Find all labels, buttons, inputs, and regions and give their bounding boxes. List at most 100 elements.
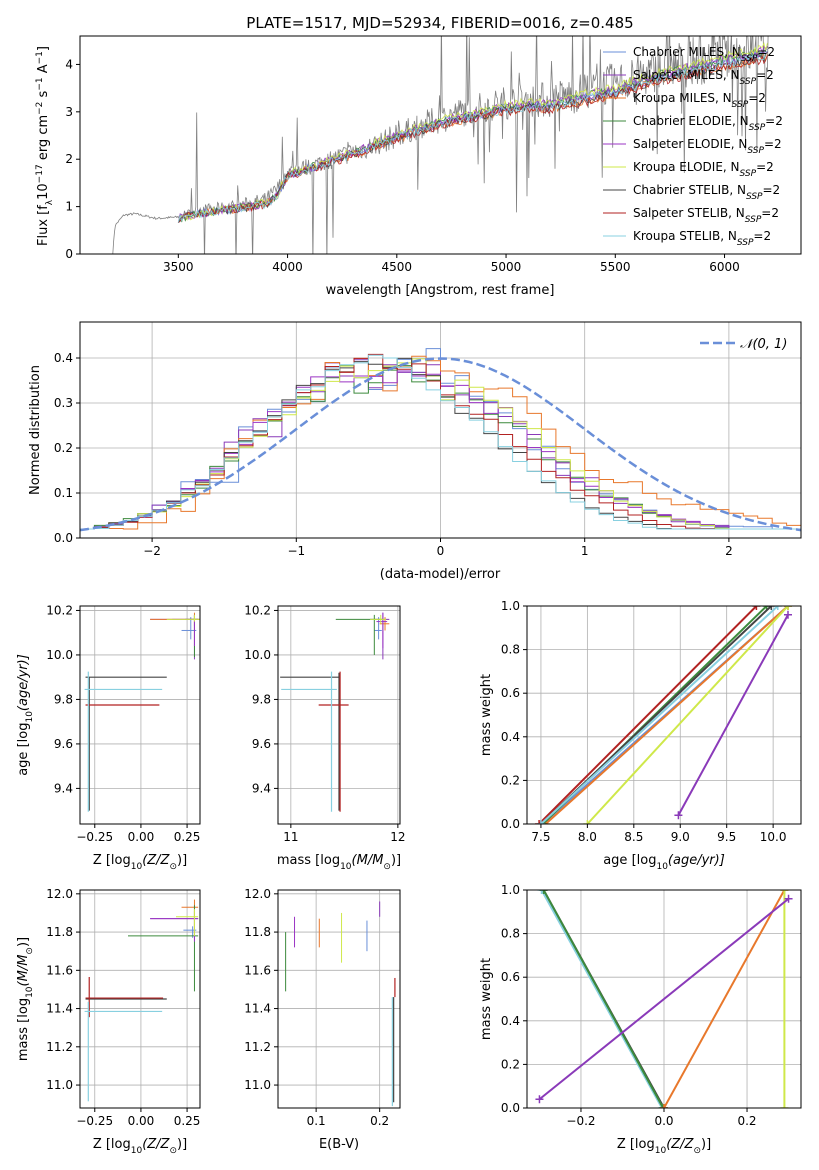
errorbar-salpeter_elodie: [376, 612, 388, 649]
y-tick-label: 0.8: [501, 643, 520, 657]
legend-label-salpeter_elodie: Salpeter ELODIE, NSSP=2: [633, 137, 782, 156]
label-part: mass [log: [277, 853, 340, 868]
errorbar-chabrier_miles: [181, 617, 197, 640]
weight-marker-kroupa_miles: [660, 1104, 668, 1108]
y-tick-label: 0.8: [501, 927, 520, 941]
label-part: SSP: [749, 123, 766, 133]
label-part: ⊙: [169, 1146, 177, 1156]
weight-marker-chabrier_elodie: [539, 890, 548, 894]
normal-curve-line: [80, 357, 801, 532]
y-tick-label: 0.0: [54, 531, 73, 545]
label-part: =2: [763, 183, 781, 197]
y-tick-label: 0.4: [501, 730, 520, 744]
plot-area: [80, 348, 801, 532]
errorbar-chabrier_stelib: [85, 676, 167, 811]
label-part: =2: [765, 114, 783, 128]
label-part: λ: [45, 199, 55, 205]
label-part: Z [log: [93, 1137, 131, 1152]
x-tick-label: −2: [143, 544, 161, 558]
massweight-Z-axes: −0.2 0.0 0.2 0.0 0.2 0.4 0.6 0.8 1.0 Z [log10(Z/Z…: [479, 883, 802, 1156]
legend-label-chabrier_elodie: Chabrier ELODIE, NSSP=2: [633, 114, 783, 133]
label-part: erg cm: [36, 115, 51, 164]
mass_vs_EBV-axes: 0.1 0.2 11.0 11.2 11.4 11.6 11.8 12.0 E(B-V): [244, 887, 401, 1152]
axes-frame: [277, 605, 401, 825]
x-tick-label: −1: [287, 544, 305, 558]
label-part: age [log: [16, 723, 31, 776]
label-part: −2: [35, 102, 45, 115]
model-spectrum-kroupa_stelib: [177, 50, 768, 223]
y-tick-label: 12.0: [244, 887, 271, 901]
label-part: Z [log: [617, 1137, 655, 1152]
y-tick-label: 11.0: [46, 1078, 73, 1092]
label-part: 10: [655, 1146, 667, 1156]
y-tick-label: 9.6: [252, 737, 271, 751]
x-tick-label: 5500: [600, 260, 631, 274]
label-part: 10: [36, 183, 51, 200]
label-part: SSP: [737, 238, 754, 248]
label-part: Salpeter STELIB, N: [633, 206, 745, 220]
y-tick-label: 0.6: [501, 970, 520, 984]
y-tick-label: 9.6: [54, 737, 73, 751]
plot-area: [84, 612, 200, 812]
label-part: mass [log: [16, 998, 31, 1061]
x-tick-label: 9.5: [717, 830, 736, 844]
x-tick-label: 4500: [382, 260, 413, 274]
ticks: 3500 4000 4500 5000 5500 6000 0 1 2 3 4: [65, 57, 739, 274]
y-tick-label: 1.0: [501, 883, 520, 897]
errorbar-salpeter_stelib: [318, 671, 349, 812]
massweight-age-axes: 7.5 8.0 8.5 9.0 9.5 10.0 0.0 0.2 0.4 0.6 0.8 1.0 age…: [479, 599, 802, 872]
errorbar-kroupa_stelib: [281, 671, 337, 812]
legend-label-salpeter_stelib: Salpeter STELIB, NSSP=2: [633, 206, 779, 225]
weight-marker-salpeter_miles: [783, 610, 792, 619]
label-part: (age/yr)]: [16, 654, 31, 711]
axes-frame: [79, 889, 201, 1109]
y-tick-label: 11.6: [46, 963, 73, 977]
x-tick-label: 9.0: [671, 830, 690, 844]
axes-frame: [79, 35, 802, 255]
ticks: −0.25 0.00 0.25 9.4 9.6 9.8 10.0 10.2: [46, 603, 200, 844]
spectrum-y-label: Flux [fλ10−17 erg cm−2 s−1 A−1]: [35, 46, 55, 246]
spectrum-axes: 3500 4000 4500 5000 5500 6000 0 1 2 3 4 Chabrier MI…: [35, 35, 802, 298]
errorbar-kroupa_elodie: [166, 614, 200, 622]
x-tick-label: 0.00: [128, 830, 155, 844]
label-part: 10: [131, 1146, 143, 1156]
y-tick-label: 0.4: [54, 351, 73, 365]
x-tick-label: −0.2: [566, 1114, 595, 1128]
y-tick-label: 11.2: [46, 1040, 73, 1054]
y-tick-label: 2: [65, 152, 73, 166]
x-tick-label: 1: [581, 544, 589, 558]
plot-area: [535, 606, 792, 824]
label-part: Chabrier MILES, N: [633, 45, 741, 59]
weight-y-label: mass weight: [479, 674, 494, 756]
label-part: Z [log: [93, 853, 131, 868]
x-tick-label: 0.2: [370, 1114, 389, 1128]
y-tick-label: 11.6: [244, 963, 271, 977]
weight-marker-chabrier_stelib: [767, 606, 776, 610]
y-tick-label: 11.0: [244, 1078, 271, 1092]
legend-label-kroupa_elodie: Kroupa ELODIE, NSSP=2: [633, 160, 774, 179]
y-tick-label: 10.2: [244, 603, 271, 617]
label-part: Chabrier ELODIE, N: [633, 114, 749, 128]
model-spectrum-kroupa_elodie: [177, 41, 768, 223]
grid-lines: [80, 606, 200, 824]
weight-marker-kroupa_elodie: [783, 606, 792, 610]
x-tick-label: −0.25: [76, 1114, 113, 1128]
mass-y-label: mass [log10(M/M⊙)]: [16, 937, 35, 1061]
histogram-kroupa_stelib: [80, 354, 801, 530]
weight-line-salpeter_miles: [538, 897, 790, 1101]
x-axis-label: Z [log10(Z/Z⊙)]: [93, 1137, 187, 1156]
y-tick-label: 9.8: [54, 692, 73, 706]
y-tick-label: 0.1: [54, 486, 73, 500]
weight-marker-kroupa_stelib: [773, 606, 782, 610]
label-part: =2: [764, 137, 782, 151]
label-part: )]: [701, 1137, 711, 1152]
weight-marker-kroupa_stelib: [537, 890, 546, 894]
x-tick-label: 8.0: [578, 830, 597, 844]
figure-title: PLATE=1517, MJD=52934, FIBERID=0016, z=0…: [246, 14, 633, 32]
y-tick-label: 0.0: [501, 1101, 520, 1115]
y-tick-label: 9.4: [252, 781, 271, 795]
label-part: Salpeter MILES, N: [633, 68, 740, 82]
ticks: −0.25 0.00 0.25 11.0 11.2 11.4 11.6 11.8 12.0: [46, 887, 200, 1128]
label-part: age [log: [603, 853, 656, 868]
axes-frame: [79, 605, 201, 825]
